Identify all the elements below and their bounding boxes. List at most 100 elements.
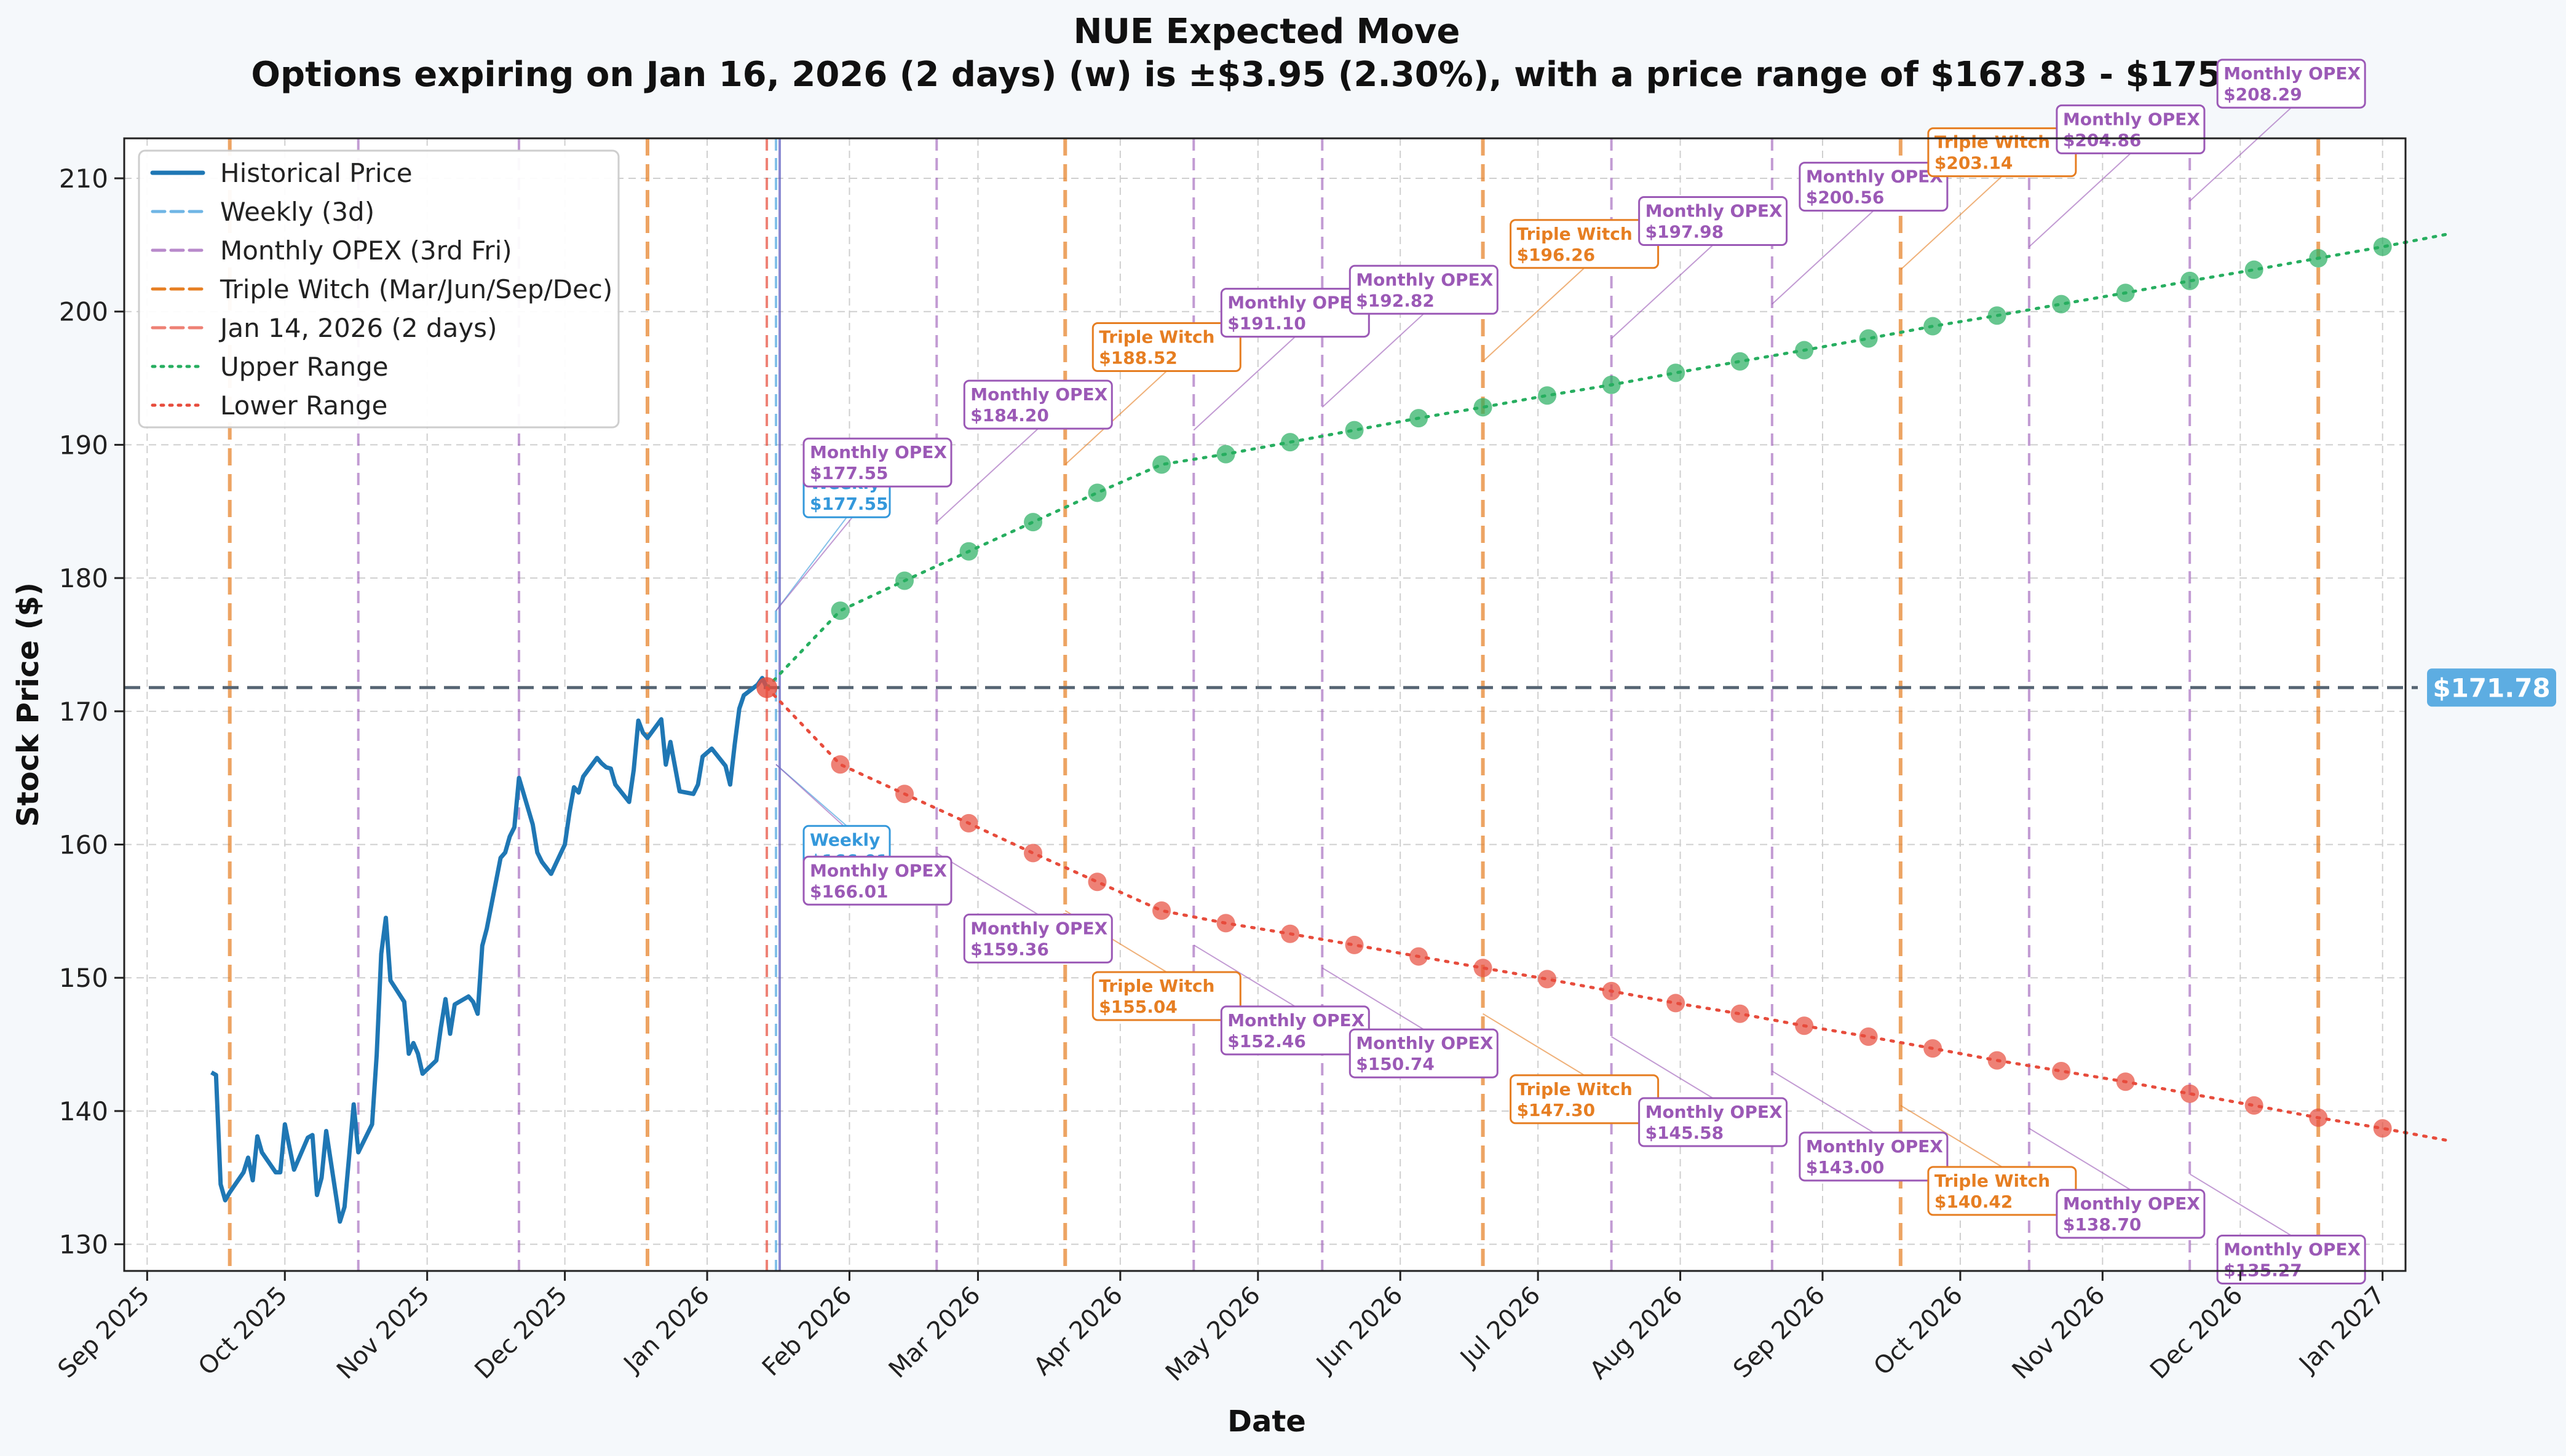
upper-range-point	[1345, 421, 1364, 440]
annotation-leader	[2029, 1128, 2131, 1190]
annotation-leader	[936, 852, 1039, 916]
annotation-value: $147.30	[1517, 1100, 1596, 1120]
x-tick-label: Jan 2027	[2293, 1281, 2391, 1379]
annotation-value: $188.52	[1099, 347, 1178, 368]
annotation-leader	[936, 428, 1039, 523]
x-tick-label: Jan 2026	[617, 1281, 715, 1379]
annotation-value: $208.29	[2223, 84, 2302, 105]
upper-range-point	[2244, 260, 2263, 279]
legend-label-weekly: Weekly (3d)	[220, 197, 374, 227]
upper-range-point	[1024, 513, 1043, 532]
legend-label-monthly: Monthly OPEX (3rd Fri)	[220, 235, 512, 266]
upper-range-point	[895, 571, 914, 590]
annotation-title: Monthly OPEX	[2063, 109, 2200, 129]
annotation-title: Monthly OPEX	[810, 442, 947, 462]
annotation-title: Monthly OPEX	[1227, 1010, 1364, 1031]
annotation-leader	[1772, 210, 1874, 305]
lower-range-point	[1281, 924, 1300, 943]
annotation-value: $140.42	[1934, 1192, 2013, 1212]
y-tick-label: 210	[59, 164, 108, 194]
x-tick-label: Nov 2026	[2007, 1281, 2111, 1385]
upper-range-point	[831, 601, 850, 620]
lower-range-point	[1859, 1027, 1878, 1046]
annotation-box	[2216, 58, 2366, 109]
upper-range-point	[2116, 283, 2135, 303]
annotation-title: Weekly	[810, 829, 880, 850]
annotation-box	[1091, 971, 1241, 1021]
x-tick-label: Aug 2026	[1585, 1281, 1689, 1385]
upper-range-point	[959, 542, 978, 561]
lower-range-point	[1602, 981, 1621, 1000]
annotation-value: $204.86	[2063, 130, 2142, 150]
annotation-title: Triple Witch	[1517, 224, 1633, 244]
upper-range-point	[1602, 375, 1621, 394]
annotation-value: $138.70	[2063, 1214, 2142, 1235]
current-price-badge-label: $171.78	[2433, 673, 2550, 703]
y-tick-label: 130	[59, 1230, 108, 1260]
annotation-box	[1638, 1097, 1788, 1147]
annotation-title: Monthly OPEX	[1806, 1136, 1943, 1157]
lower-range-point	[2373, 1119, 2392, 1138]
y-tick-label: 190	[59, 430, 108, 460]
x-tick-label: Dec 2025	[469, 1281, 572, 1385]
annotation-title: Monthly OPEX	[970, 384, 1107, 405]
chart-title-group: NUE Expected Move Options expiring on Ja…	[251, 12, 2282, 95]
upper-range-point	[2373, 237, 2392, 256]
annotation-value: $150.74	[1356, 1054, 1435, 1074]
annotation-value: $203.14	[1934, 153, 2013, 173]
gridlines	[124, 138, 2406, 1271]
annotation-value: $184.20	[970, 405, 1049, 425]
annotation-box	[963, 913, 1113, 963]
lower-range-point	[1730, 1004, 1749, 1023]
annotation-title: Monthly OPEX	[1806, 167, 1943, 187]
annotation-title: Monthly OPEX	[1356, 269, 1493, 290]
annotation-value: $155.04	[1099, 997, 1178, 1017]
upper-range-point	[2052, 295, 2071, 314]
upper-range-point	[1538, 386, 1557, 405]
upper-range-point	[1859, 329, 1878, 348]
lower-range-point	[1923, 1039, 1942, 1058]
x-tick-label: Jun 2026	[1310, 1281, 1408, 1380]
annotation-box	[1348, 1028, 1499, 1078]
lower-range-point	[895, 785, 914, 804]
annotation-value: $152.46	[1227, 1031, 1306, 1051]
chart-subtitle: Options expiring on Jan 16, 2026 (2 days…	[251, 55, 2282, 95]
upper-range-point	[1409, 409, 1428, 428]
annotation-leader	[2029, 152, 2131, 248]
lower-range-point	[1987, 1051, 2006, 1070]
annotation-leaders	[775, 107, 2292, 1236]
annotation-value: $196.26	[1517, 245, 1596, 265]
annotation-leader	[1900, 1104, 2003, 1168]
annotation-leader	[1772, 1070, 1874, 1133]
annotation-value: $192.82	[1356, 290, 1435, 311]
annotation-leader	[1611, 1036, 1714, 1099]
x-tick-label: Jul 2026	[1454, 1281, 1546, 1374]
x-tick-label: Sep 2026	[1728, 1281, 1831, 1384]
annotation-leader	[1193, 336, 1296, 431]
lower-range-point	[2052, 1061, 2071, 1080]
annotation-title: Triple Witch	[1099, 976, 1214, 996]
legend-label-triple: Triple Witch (Mar/Jun/Sep/Dec)	[220, 274, 612, 304]
y-tick-label: 180	[59, 563, 108, 593]
legend: Historical Price Weekly (3d) Monthly OPEX …	[138, 149, 620, 429]
annotation-title: Monthly OPEX	[1227, 293, 1364, 313]
annotation-title: Monthly OPEX	[2063, 1193, 2200, 1214]
x-tick-label: Apr 2026	[1028, 1281, 1128, 1381]
annotation-box	[802, 855, 952, 906]
upper-range-point	[1666, 363, 1685, 382]
lower-range-point	[2244, 1096, 2263, 1115]
x-tick-label: Dec 2026	[2145, 1281, 2248, 1385]
lower-range-point	[1538, 970, 1557, 989]
lower-range-point	[2309, 1108, 2328, 1127]
annotation-box	[1091, 322, 1241, 372]
annotation-value: $197.98	[1645, 221, 1724, 242]
annotation-title: Monthly OPEX	[810, 860, 947, 880]
annotation-title: Monthly OPEX	[1645, 200, 1783, 221]
annotation-value: $177.55	[810, 463, 889, 483]
annotation-leader	[1610, 244, 1714, 339]
annotation-title: Monthly OPEX	[1645, 1102, 1783, 1122]
y-tick-label: 200	[59, 297, 108, 327]
current-price-point	[756, 677, 778, 698]
